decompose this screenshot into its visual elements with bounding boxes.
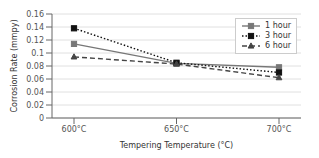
html-text:6 hour: 6 hour [265,41,291,50]
svg-text:0.02: 0.02 [26,101,44,110]
svg-text:0: 0 [39,114,44,123]
svg-text:0.16: 0.16 [26,10,44,19]
html-text:3 hour: 3 hour [265,31,291,40]
svg-text:0.08: 0.08 [26,62,44,71]
svg-text:Tempering Temperature (°C): Tempering Temperature (°C) [119,141,234,150]
svg-text:600°C: 600°C [62,125,87,134]
svg-text:700°C: 700°C [267,125,292,134]
svg-text:0.06: 0.06 [26,75,44,84]
svg-text:0.14: 0.14 [26,23,44,32]
svg-text:0.12: 0.12 [26,36,44,45]
html-text:1 hour: 1 hour [265,21,291,30]
svg-text:Corrosion Rate (mmpy): Corrosion Rate (mmpy) [10,19,19,112]
svg-text:0.1: 0.1 [31,49,44,58]
svg-text:0.04: 0.04 [26,88,44,97]
svg-text:650°C: 650°C [164,125,189,134]
